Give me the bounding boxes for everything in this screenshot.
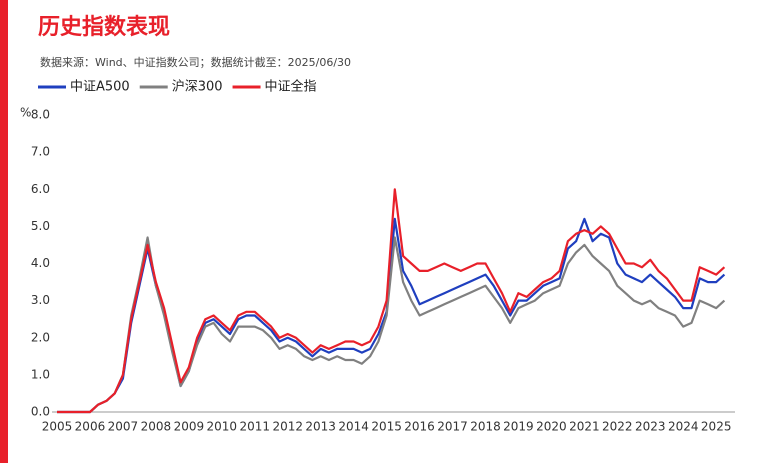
y-tick-label: 1.0 — [31, 367, 50, 381]
x-tick-label: 2022 — [602, 420, 633, 434]
legend-label: 沪深300 — [172, 79, 223, 95]
x-tick-label: 2014 — [338, 420, 369, 434]
chart-subtitle: 数据来源：Wind、中证指数公司；数据统计截至：2025/06/30 — [40, 55, 351, 69]
x-tick-label: 2019 — [503, 420, 534, 434]
y-tick-label: 7.0 — [31, 145, 50, 159]
y-tick-label: 3.0 — [31, 293, 50, 307]
x-tick-label: 2012 — [272, 420, 303, 434]
series-line — [57, 188, 726, 414]
chart-title: 历史指数表现 — [38, 14, 170, 40]
y-tick-label: 0.0 — [31, 405, 50, 419]
x-tick-label: 2023 — [635, 420, 666, 434]
x-tick-label: 2025 — [701, 420, 732, 434]
x-tick-label: 2020 — [536, 420, 567, 434]
y-axis-label: % — [20, 106, 31, 120]
x-tick-label: 2016 — [404, 420, 435, 434]
x-tick-label: 2021 — [569, 420, 600, 434]
x-tick-label: 2008 — [141, 420, 172, 434]
x-tick-label: 2006 — [75, 420, 106, 434]
x-tick-label: 2024 — [668, 420, 699, 434]
x-tick-label: 2015 — [371, 420, 402, 434]
accent-bar — [0, 0, 8, 463]
x-tick-label: 2005 — [42, 420, 73, 434]
x-tick-label: 2017 — [437, 420, 468, 434]
x-tick-label: 2007 — [108, 420, 139, 434]
x-tick-label: 2011 — [239, 420, 270, 434]
x-tick-label: 2018 — [470, 420, 501, 434]
y-tick-label: 5.0 — [31, 219, 50, 233]
legend-label: 中证全指 — [265, 79, 317, 95]
y-tick-label: 8.0 — [31, 108, 50, 122]
series-line — [57, 236, 726, 414]
y-tick-label: 4.0 — [31, 256, 50, 270]
x-tick-label: 2010 — [207, 420, 238, 434]
legend-label: 中证A500 — [70, 80, 130, 95]
x-tick-label: 2013 — [305, 420, 336, 434]
y-tick-label: 6.0 — [31, 182, 50, 196]
x-tick-label: 2009 — [174, 420, 205, 434]
y-tick-label: 2.0 — [31, 330, 50, 344]
